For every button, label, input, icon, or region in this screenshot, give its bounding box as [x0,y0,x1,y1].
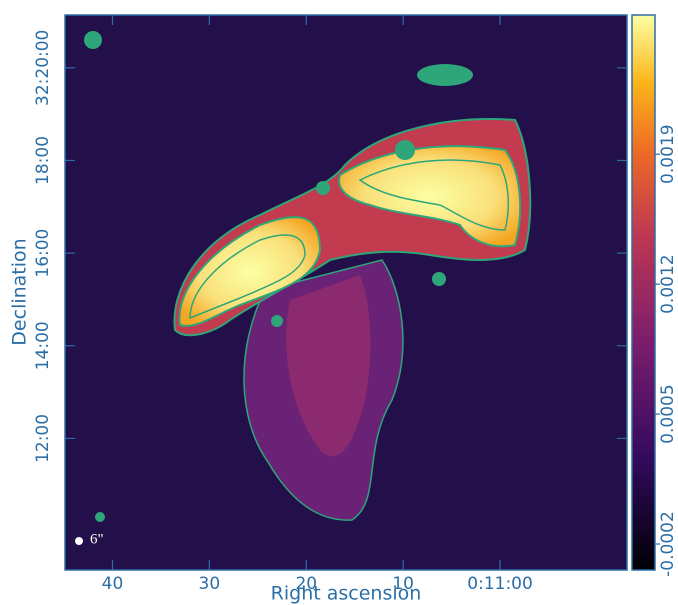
y-tick-label: 16:00 [33,229,53,278]
beam-label: 6" [90,531,104,547]
colorbar-tick-label: -0.0002 [658,511,678,577]
radio-image [65,15,627,570]
y-tick-label: 14:00 [33,321,53,370]
x-tick-label: 20 [295,574,317,594]
y-tick-label: 32:20:00 [33,30,53,106]
y-tick-label: 18:00 [33,136,53,185]
y-tick-label: 12:00 [33,414,53,463]
colorbar-tick-label: 0.0012 [658,254,678,313]
frame [64,14,628,571]
colorbar-tick-label: 0.0019 [658,124,678,183]
x-tick-label: 10 [392,574,414,594]
colorbar-tick-label: 0.0005 [658,384,678,443]
x-axis-label: Right ascension [271,583,422,605]
y-axis-label: Declination [9,238,31,345]
x-tick-label: 0:11:00 [467,574,533,594]
x-tick-label: 30 [199,574,221,594]
x-tick-label: 40 [102,574,124,594]
colorbar [631,14,656,571]
